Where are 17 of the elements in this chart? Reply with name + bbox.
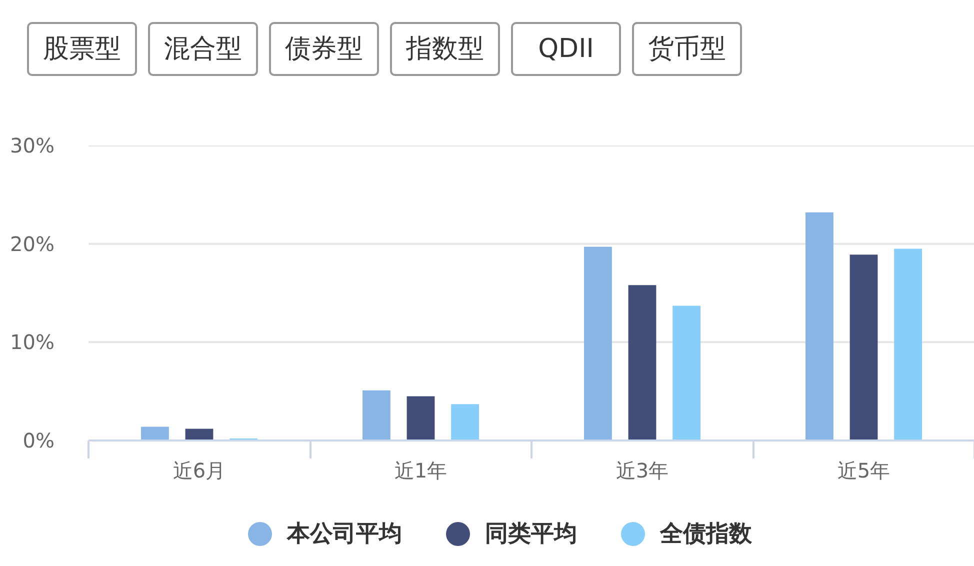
legend-label: 本公司平均 bbox=[287, 520, 402, 549]
text: 股票型 bbox=[27, 22, 137, 76]
legend-label: 全债指数 bbox=[660, 520, 752, 549]
legend-label: 同类平均 bbox=[485, 520, 577, 549]
text: 指数型 bbox=[390, 22, 500, 76]
x-tick-label: 近1年 bbox=[394, 458, 448, 482]
text: 混合型 bbox=[148, 22, 258, 76]
text: QDII bbox=[511, 22, 621, 76]
text: 货币型 bbox=[632, 22, 742, 76]
y-tick-label: 0% bbox=[22, 428, 55, 452]
text: 债券型 bbox=[269, 22, 379, 76]
x-tick-label: 近3年 bbox=[616, 458, 669, 482]
y-tick-label: 10% bbox=[10, 330, 54, 354]
x-tick-label: 近6月 bbox=[172, 458, 226, 482]
x-tick-label: 近5年 bbox=[837, 458, 890, 482]
y-tick-label: 30% bbox=[10, 134, 54, 158]
y-tick-label: 20% bbox=[10, 232, 54, 256]
